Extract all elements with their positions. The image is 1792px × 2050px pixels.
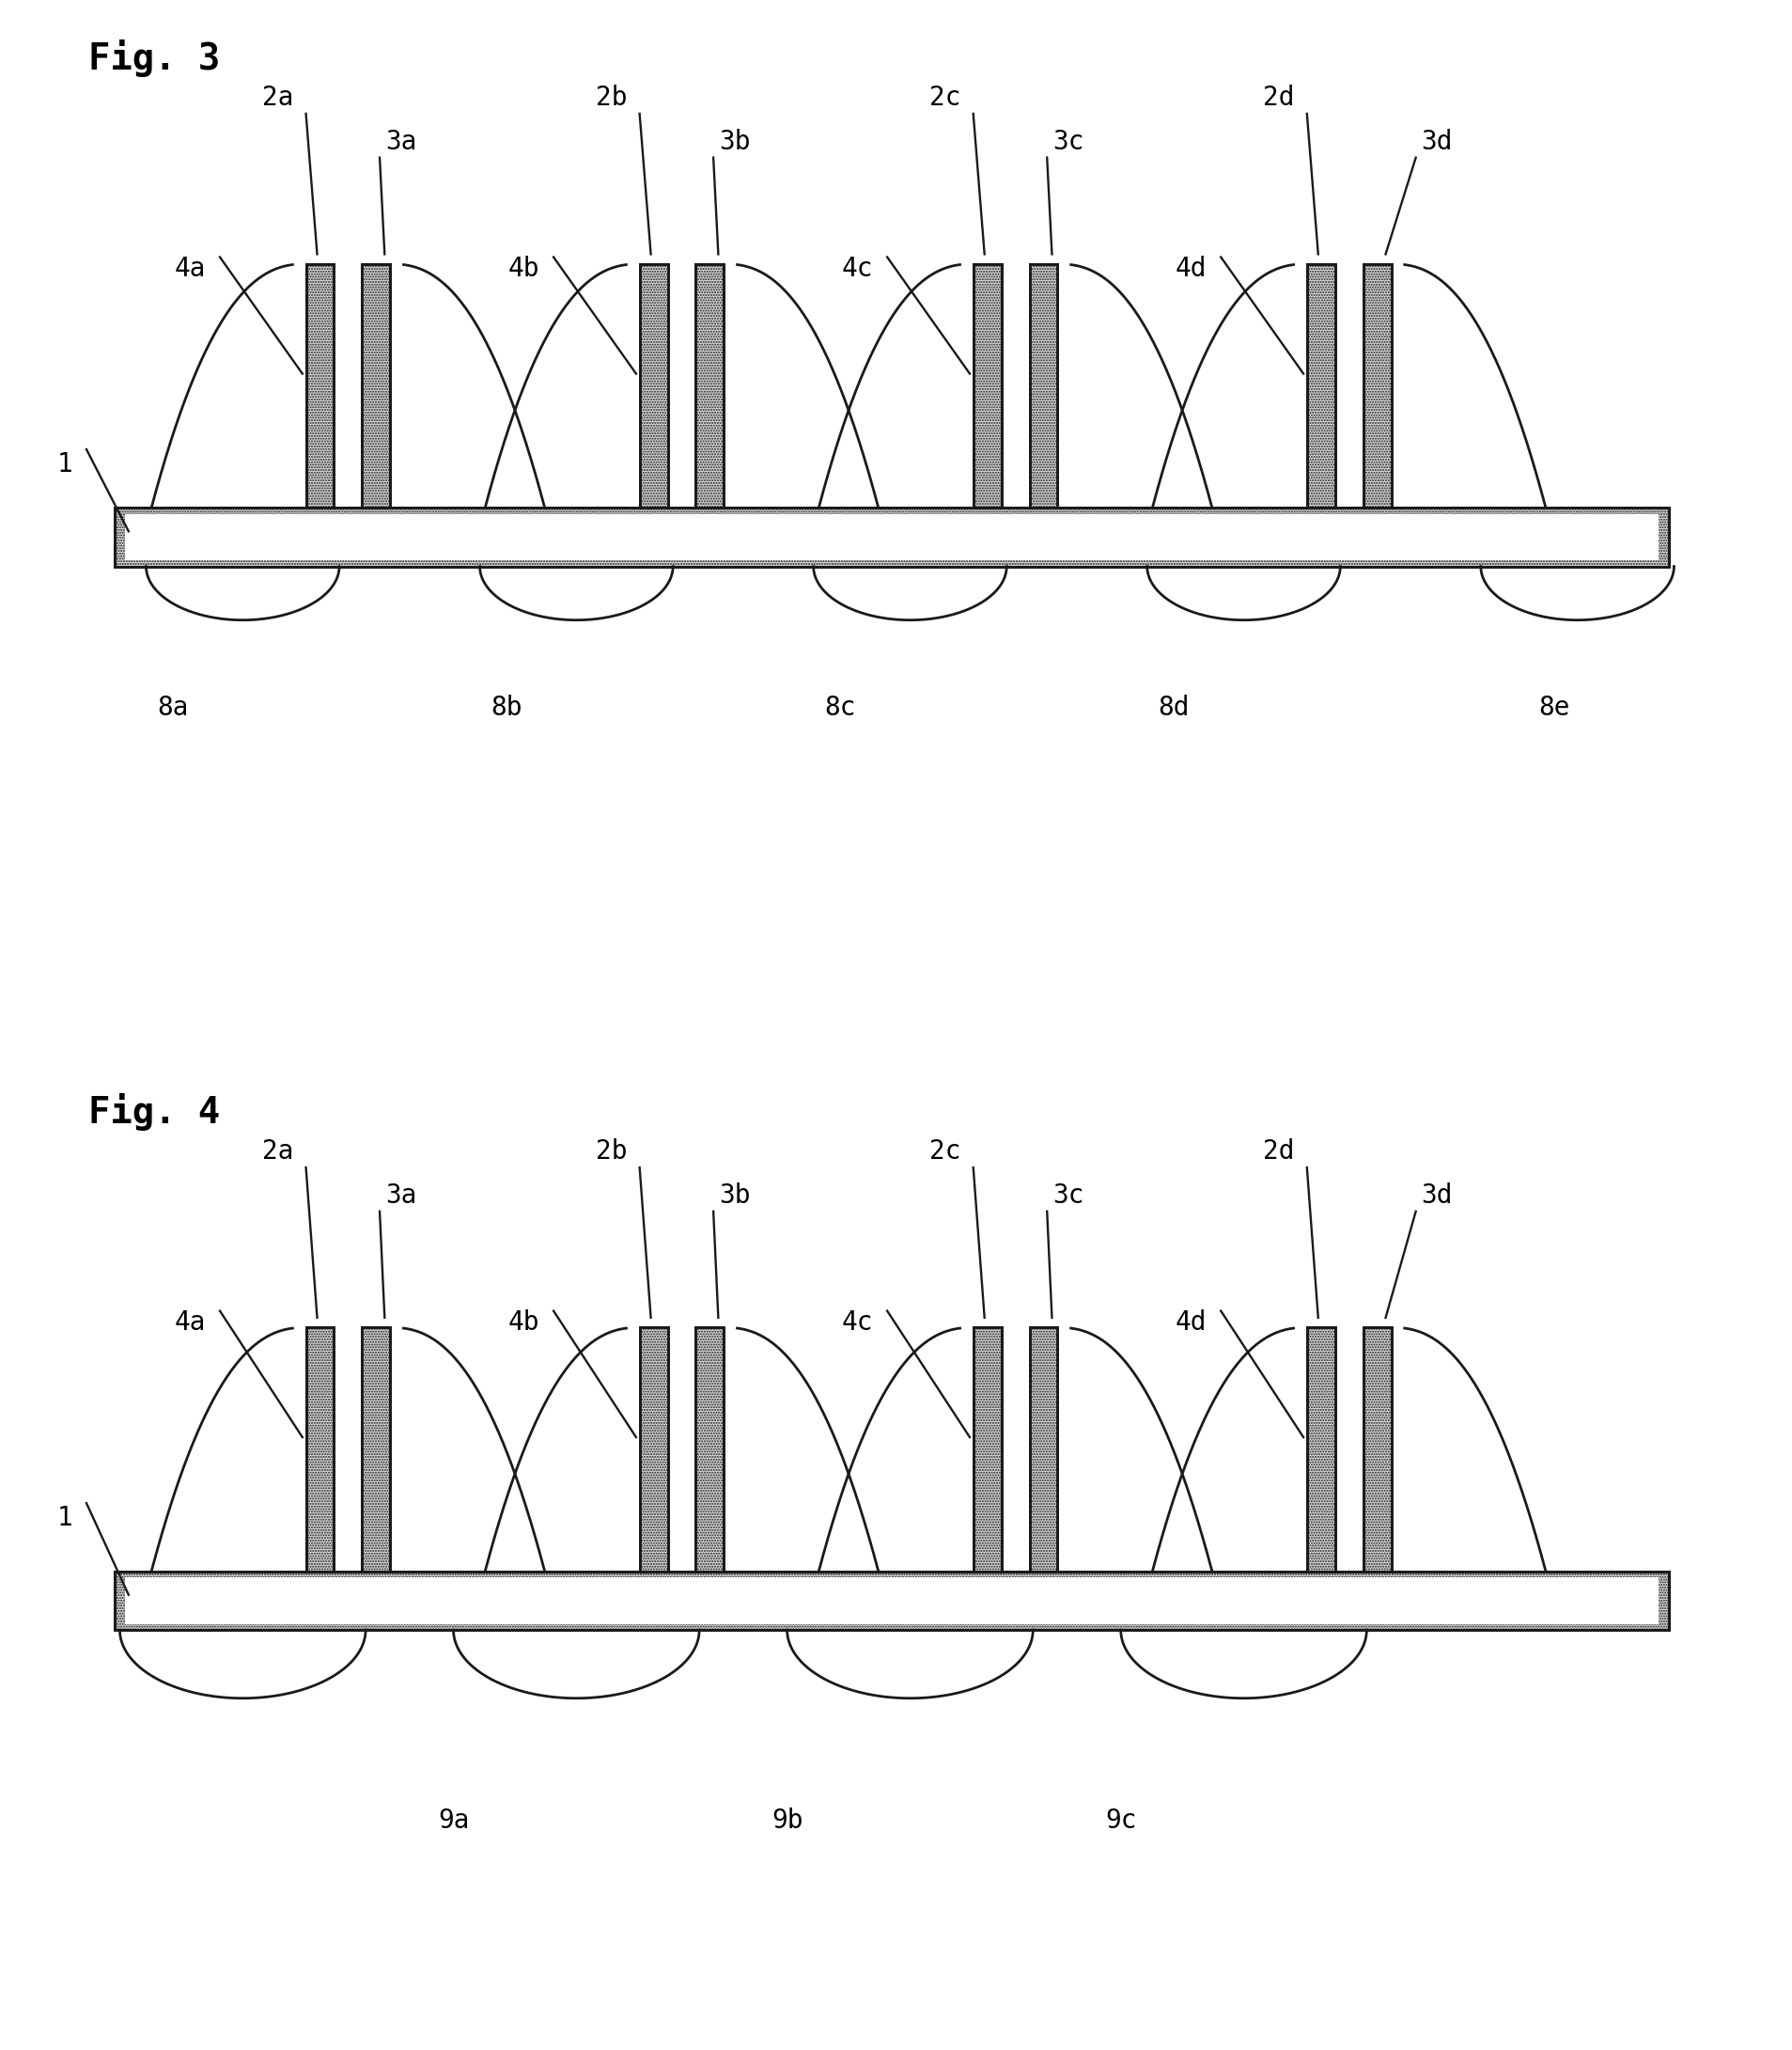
Bar <box>362 1328 391 1572</box>
Text: 3d: 3d <box>1421 1183 1453 1210</box>
Bar <box>115 508 1668 566</box>
Bar <box>1306 264 1335 508</box>
Bar <box>115 508 1668 566</box>
Bar <box>695 1328 724 1572</box>
Text: 4a: 4a <box>174 256 206 283</box>
Bar <box>115 1572 1668 1630</box>
Bar <box>1306 264 1335 508</box>
Text: 4a: 4a <box>174 1310 206 1337</box>
Text: 3b: 3b <box>719 1183 751 1210</box>
Text: Fig. 3: Fig. 3 <box>88 39 220 78</box>
Bar <box>1364 1328 1391 1572</box>
Text: 4d: 4d <box>1176 256 1206 283</box>
Bar <box>362 264 391 508</box>
Text: 4d: 4d <box>1176 1310 1206 1337</box>
Bar <box>1364 1328 1391 1572</box>
Text: 3a: 3a <box>385 1183 416 1210</box>
Bar <box>1364 264 1391 508</box>
Bar <box>695 1328 724 1572</box>
Bar <box>695 264 724 508</box>
Text: 3a: 3a <box>385 129 416 156</box>
Bar <box>306 1328 333 1572</box>
Bar <box>362 264 391 508</box>
Bar <box>640 264 668 508</box>
Text: 2d: 2d <box>1263 1138 1294 1164</box>
Text: 9c: 9c <box>1106 1806 1136 1833</box>
Bar <box>695 264 724 508</box>
Text: 3b: 3b <box>719 129 751 156</box>
Bar <box>362 1328 391 1572</box>
Text: 2c: 2c <box>930 1138 961 1164</box>
Bar <box>1029 264 1057 508</box>
Text: 4c: 4c <box>842 256 873 283</box>
Bar <box>306 264 333 508</box>
Text: 8e: 8e <box>1539 695 1570 722</box>
Bar <box>125 515 1658 560</box>
Text: 8d: 8d <box>1158 695 1190 722</box>
Text: 8c: 8c <box>824 695 855 722</box>
Text: 2b: 2b <box>595 84 627 111</box>
Bar <box>1306 1328 1335 1572</box>
Text: 3c: 3c <box>1052 129 1084 156</box>
Text: 3d: 3d <box>1421 129 1453 156</box>
Bar <box>640 1328 668 1572</box>
Text: 2b: 2b <box>595 1138 627 1164</box>
Text: 9a: 9a <box>437 1806 470 1833</box>
Bar <box>1364 264 1391 508</box>
Text: 2d: 2d <box>1263 84 1294 111</box>
Bar <box>640 264 668 508</box>
Text: 4c: 4c <box>842 1310 873 1337</box>
Text: 8a: 8a <box>156 695 188 722</box>
Text: Fig. 4: Fig. 4 <box>88 1093 220 1132</box>
Bar <box>973 264 1002 508</box>
Bar <box>1029 1328 1057 1572</box>
Text: 1: 1 <box>57 1505 73 1531</box>
Text: 2a: 2a <box>262 1138 294 1164</box>
Bar <box>1306 1328 1335 1572</box>
Text: 8b: 8b <box>491 695 521 722</box>
Text: 4b: 4b <box>507 1310 539 1337</box>
Text: 9b: 9b <box>771 1806 803 1833</box>
Text: 2a: 2a <box>262 84 294 111</box>
Bar <box>306 1328 333 1572</box>
Text: 4b: 4b <box>507 256 539 283</box>
Bar <box>973 1328 1002 1572</box>
Bar <box>306 264 333 508</box>
Text: 3c: 3c <box>1052 1183 1084 1210</box>
Bar <box>125 1576 1658 1624</box>
Text: 2c: 2c <box>930 84 961 111</box>
Bar <box>1029 264 1057 508</box>
Bar <box>973 1328 1002 1572</box>
Bar <box>115 1572 1668 1630</box>
Bar <box>973 264 1002 508</box>
Bar <box>640 1328 668 1572</box>
Bar <box>1029 1328 1057 1572</box>
Text: 1: 1 <box>57 451 73 478</box>
